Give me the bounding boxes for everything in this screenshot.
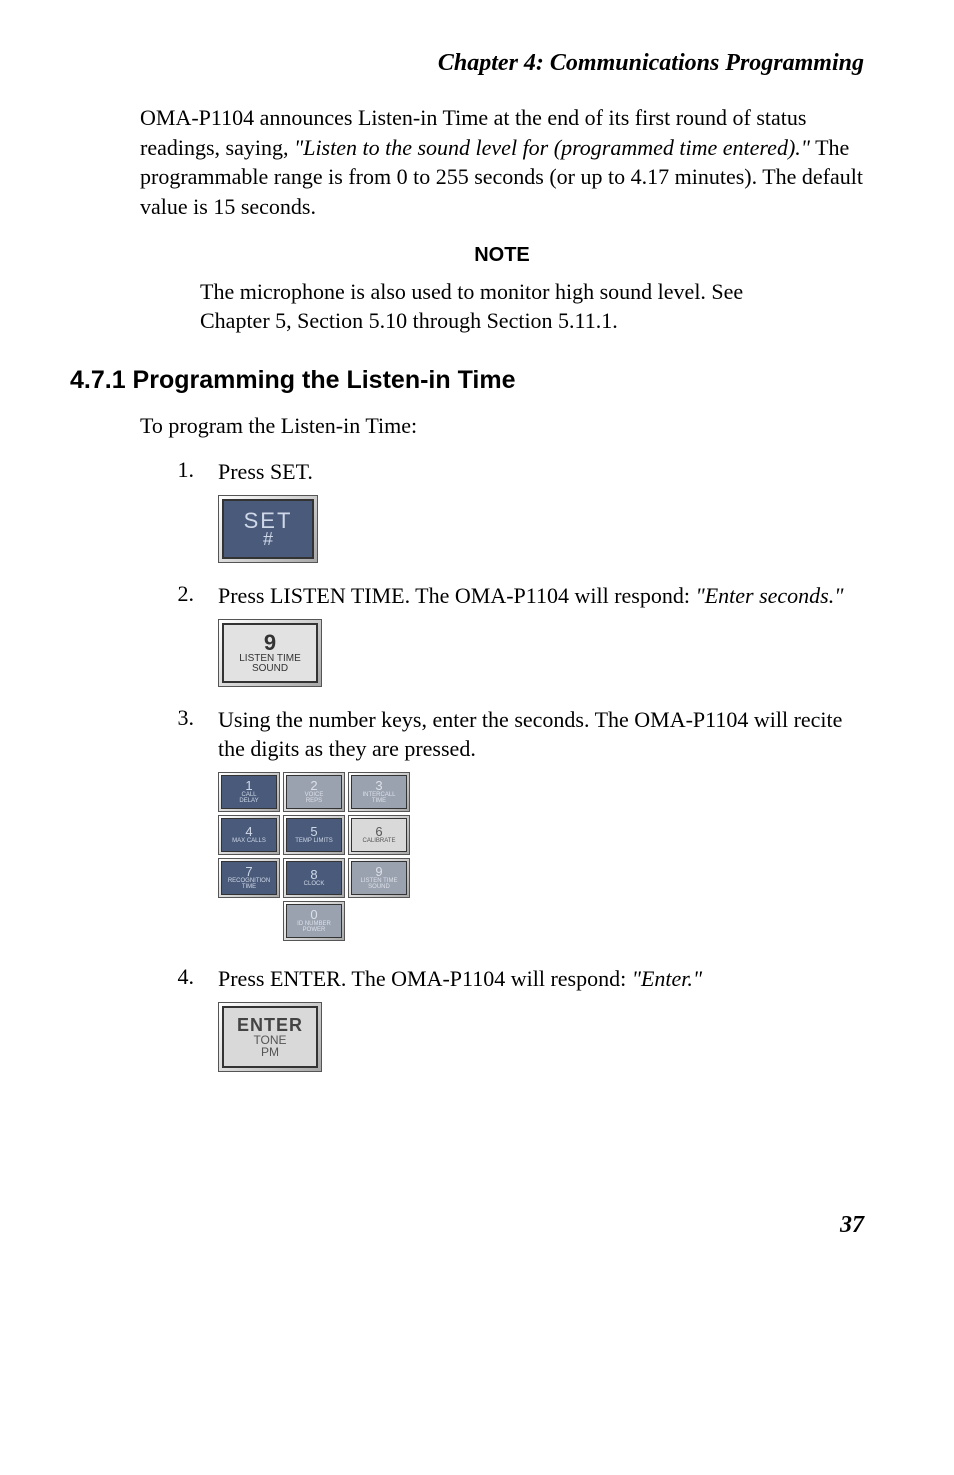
chapter-heading: Chapter 4: Communications Programming	[140, 50, 864, 77]
keypad-key: 5TEMP LIMITS	[283, 815, 345, 855]
keypad-key-label: CALIBRATE	[352, 838, 406, 844]
key-9-wrap: 9 LISTEN TIME SOUND	[218, 619, 864, 687]
step-text: Press SET.	[218, 457, 864, 487]
keypad-key-num: 2	[287, 779, 341, 792]
note-body: The microphone is also used to monitor h…	[200, 277, 804, 336]
keypad-key: 7RECOGNITIONTIME	[218, 858, 280, 898]
step-number: 4.	[140, 964, 218, 994]
step-text: Press LISTEN TIME. The OMA-P1104 will re…	[218, 581, 864, 611]
step2-text-b: "Enter seconds."	[695, 583, 843, 608]
keypad-key-label: TEMP LIMITS	[287, 838, 341, 844]
keypad-key-num: 4	[222, 825, 276, 838]
step-text: Using the number keys, enter the seconds…	[218, 705, 864, 764]
keypad-key: 2VOICEREPS	[283, 772, 345, 812]
keypad-key-label: SOUND	[352, 884, 406, 890]
keypad-key-num: 9	[352, 865, 406, 878]
keypad-row: 1CALLDELAY2VOICEREPS3INTERCALLTIME	[218, 772, 410, 812]
intro-line: To program the Listen-in Time:	[140, 413, 864, 439]
intro-paragraph: OMA-P1104 announces Listen-in Time at th…	[140, 103, 864, 222]
keypad-key-num: 1	[222, 779, 276, 792]
key-set-wrap: SET #	[218, 495, 864, 563]
step-3: 3. Using the number keys, enter the seco…	[140, 705, 864, 764]
key-enter-label: ENTER	[224, 1016, 316, 1034]
keypad-key-label: MAX CALLS	[222, 838, 276, 844]
key-set: SET #	[218, 495, 318, 563]
keypad-key-label: TIME	[222, 884, 276, 890]
keypad-key-label: DELAY	[222, 798, 276, 804]
step-2: 2. Press LISTEN TIME. The OMA-P1104 will…	[140, 581, 864, 611]
keypad-key: 9LISTEN TIMESOUND	[348, 858, 410, 898]
page-container: Chapter 4: Communications Programming OM…	[0, 0, 954, 1279]
step-text: Press ENTER. The OMA-P1104 will respond:…	[218, 964, 864, 994]
key-enter-wrap: ENTER TONE PM	[218, 1002, 864, 1072]
step-number: 2.	[140, 581, 218, 611]
step-4: 4. Press ENTER. The OMA-P1104 will respo…	[140, 964, 864, 994]
key-enter: ENTER TONE PM	[218, 1002, 322, 1072]
key-9: 9 LISTEN TIME SOUND	[218, 619, 322, 687]
para1-part-b: "Listen to the sound level for (programm…	[294, 135, 810, 160]
keypad-key-num: 3	[352, 779, 406, 792]
keypad-key: 8CLOCK	[283, 858, 345, 898]
keypad: 1CALLDELAY2VOICEREPS3INTERCALLTIME4MAX C…	[218, 772, 410, 944]
keypad-key-label: POWER	[287, 927, 341, 933]
keypad-key-num: 6	[352, 825, 406, 838]
step-1: 1. Press SET.	[140, 457, 864, 487]
step4-text-a: Press ENTER. The OMA-P1104 will respond:	[218, 966, 632, 991]
keypad-wrap: 1CALLDELAY2VOICEREPS3INTERCALLTIME4MAX C…	[218, 772, 864, 946]
keypad-key-num: 0	[287, 908, 341, 921]
keypad-key-label: REPS	[287, 798, 341, 804]
key-9-label: 9	[224, 632, 316, 654]
keypad-row: 0ID NUMBERPOWER	[218, 901, 410, 941]
section-heading: 4.7.1 Programming the Listen-in Time	[70, 366, 864, 395]
keypad-key: 1CALLDELAY	[218, 772, 280, 812]
key-9-sublabel1: LISTEN TIME	[224, 654, 316, 664]
keypad-key: 4MAX CALLS	[218, 815, 280, 855]
keypad-key: 6CALIBRATE	[348, 815, 410, 855]
keypad-key-num: 7	[222, 865, 276, 878]
step2-text-a: Press LISTEN TIME. The OMA-P1104 will re…	[218, 583, 695, 608]
keypad-key-label: CLOCK	[287, 881, 341, 887]
keypad-empty	[218, 901, 280, 941]
keypad-key-label: TIME	[352, 798, 406, 804]
key-set-sublabel: #	[224, 530, 312, 548]
step-number: 3.	[140, 705, 218, 764]
note-heading: NOTE	[140, 244, 864, 267]
keypad-key: 0ID NUMBERPOWER	[283, 901, 345, 941]
step-number: 1.	[140, 457, 218, 487]
step4-text-b: "Enter."	[632, 966, 702, 991]
page-number: 37	[140, 1212, 864, 1239]
key-enter-sublabel1: TONE	[224, 1034, 316, 1046]
keypad-row: 4MAX CALLS5TEMP LIMITS6CALIBRATE	[218, 815, 410, 855]
keypad-row: 7RECOGNITIONTIME8CLOCK9LISTEN TIMESOUND	[218, 858, 410, 898]
keypad-key-num: 8	[287, 868, 341, 881]
key-enter-sublabel2: PM	[224, 1046, 316, 1058]
key-9-sublabel2: SOUND	[224, 664, 316, 674]
keypad-empty	[348, 901, 410, 941]
keypad-key: 3INTERCALLTIME	[348, 772, 410, 812]
keypad-key-num: 5	[287, 825, 341, 838]
